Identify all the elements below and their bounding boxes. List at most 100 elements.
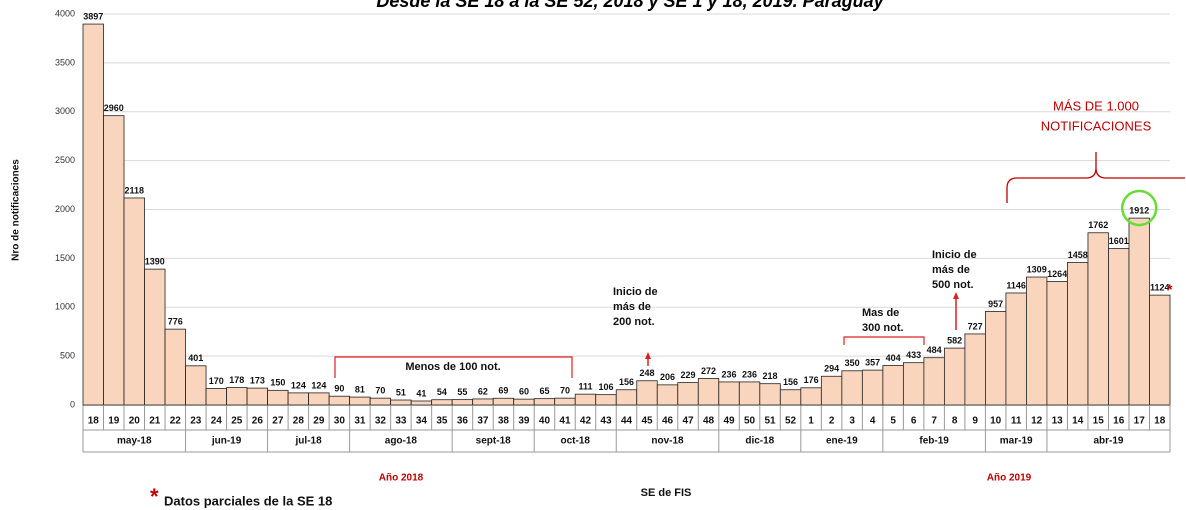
y-tick-label: 1000 — [55, 302, 75, 312]
value-label: 1264 — [1047, 269, 1067, 279]
year-label: Año 2018 — [379, 473, 424, 484]
bar — [328, 395, 351, 406]
bar — [185, 365, 207, 406]
annotation: 200 not. — [613, 316, 655, 328]
value-label: 70 — [375, 386, 385, 396]
x-tick-label: 21 — [149, 416, 161, 427]
month-label: sept-18 — [476, 436, 511, 447]
x-tick-label: 34 — [416, 416, 428, 427]
x-tick-label: 27 — [272, 416, 284, 427]
value-label: 236 — [722, 369, 737, 379]
bar — [451, 399, 474, 406]
footnote: Datos parciales de la SE 18 — [164, 493, 332, 508]
value-label: 1146 — [1006, 280, 1026, 290]
x-tick-label: 15 — [1093, 416, 1105, 427]
bar — [1026, 276, 1048, 406]
bar — [205, 387, 227, 406]
arrow-head — [953, 292, 959, 299]
bar — [308, 392, 330, 406]
x-tick-label: 20 — [129, 416, 141, 427]
x-tick-label: 41 — [559, 416, 571, 427]
y-tick-label: 3500 — [55, 57, 75, 67]
value-label: 150 — [270, 378, 285, 388]
x-tick-label: 40 — [539, 416, 551, 427]
value-label: 60 — [519, 387, 529, 397]
value-label: 957 — [988, 299, 1003, 309]
annotation: Inicio de — [932, 249, 977, 261]
value-label: 272 — [701, 366, 716, 376]
bar — [677, 382, 699, 406]
bar — [1149, 294, 1171, 406]
annotation: MÁS DE 1.000 — [1053, 98, 1139, 113]
value-label: 401 — [188, 353, 203, 363]
x-tick-label: 19 — [108, 416, 120, 427]
value-label: 294 — [824, 364, 839, 374]
partial-marker: * — [1167, 281, 1173, 297]
x-tick-label: 36 — [457, 416, 469, 427]
value-label: 176 — [804, 375, 819, 385]
value-label: 350 — [845, 358, 860, 368]
bar — [1067, 262, 1089, 406]
bar — [410, 400, 433, 406]
annotation: Inicio de — [613, 286, 658, 298]
x-tick-label: 28 — [293, 416, 305, 427]
bar — [1005, 292, 1027, 406]
bar — [882, 365, 904, 406]
bar — [1046, 281, 1068, 406]
value-label: 111 — [578, 382, 592, 392]
y-tick-label: 2000 — [55, 204, 75, 214]
x-tick-label: 24 — [211, 416, 223, 427]
value-label: 1912 — [1129, 205, 1149, 215]
bar — [902, 362, 925, 406]
bar — [841, 370, 863, 406]
value-label: 170 — [209, 376, 224, 386]
x-tick-label: 48 — [703, 416, 715, 427]
x-tick-label: 9 — [972, 416, 978, 427]
x-tick-label: 37 — [477, 416, 489, 427]
value-label: 1762 — [1088, 220, 1108, 230]
annotation: Menos de 100 not. — [405, 361, 500, 373]
x-tick-label: 35 — [436, 416, 448, 427]
bracket — [334, 356, 573, 378]
bar — [82, 23, 104, 406]
x-tick-label: 47 — [682, 416, 694, 427]
x-tick-label: 7 — [931, 416, 937, 427]
x-tick-label: 44 — [621, 416, 633, 427]
y-axis-label: Nro de notificaciones — [11, 159, 22, 261]
annotation: Mas de — [862, 307, 899, 319]
value-label: 236 — [742, 369, 757, 379]
value-label: 81 — [355, 384, 365, 394]
month-label: jun-19 — [211, 436, 242, 447]
value-label: 106 — [598, 382, 613, 392]
y-tick-label: 4000 — [55, 8, 75, 18]
annotation: 500 not. — [932, 279, 974, 291]
x-tick-label: 38 — [498, 416, 510, 427]
bar — [1128, 217, 1150, 406]
value-label: 54 — [437, 387, 447, 397]
bar — [226, 387, 248, 406]
y-tick-label: 3000 — [55, 106, 75, 116]
value-label: 433 — [906, 350, 921, 360]
month-label: ago-18 — [385, 436, 418, 447]
bar — [164, 328, 186, 406]
bar — [964, 333, 986, 406]
bar — [554, 397, 576, 406]
bar — [287, 392, 310, 406]
value-label: 357 — [865, 357, 880, 367]
value-label: 248 — [639, 368, 654, 378]
y-tick-label: 0 — [70, 399, 75, 409]
x-tick-label: 50 — [744, 416, 756, 427]
arrow-head — [645, 352, 651, 359]
x-tick-label: 2 — [829, 416, 835, 427]
value-label: 156 — [619, 377, 634, 387]
bar — [985, 311, 1007, 406]
value-label: 55 — [457, 387, 467, 397]
bar — [369, 397, 392, 406]
bar — [615, 389, 638, 406]
value-label: 70 — [560, 386, 570, 396]
x-tick-label: 13 — [1052, 416, 1064, 427]
value-label: 218 — [763, 371, 778, 381]
bar — [1108, 248, 1130, 406]
value-label: 229 — [681, 370, 696, 380]
